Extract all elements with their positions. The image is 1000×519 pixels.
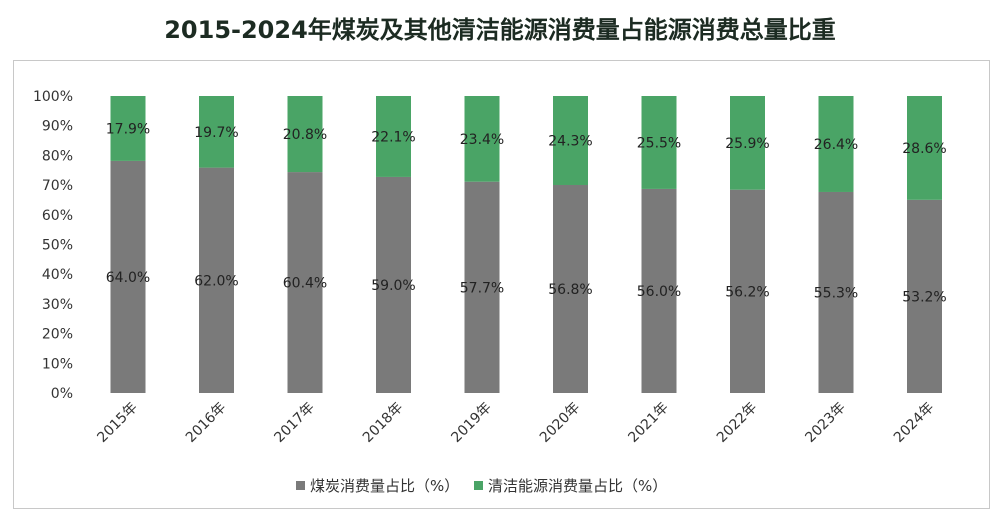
data-label-clean: 24.3%	[548, 133, 592, 149]
bar-clean	[287, 96, 323, 173]
bar-coal	[641, 188, 677, 393]
data-label-coal: 60.4%	[283, 276, 327, 292]
data-label-clean: 25.5%	[637, 135, 681, 151]
y-tick-label: 10%	[42, 356, 73, 372]
x-tick-label: 2024年	[891, 400, 937, 446]
x-tick-label: 2019年	[448, 400, 494, 446]
bar-coal	[818, 191, 854, 393]
y-tick-label: 40%	[42, 267, 73, 283]
data-label-coal: 56.0%	[637, 284, 681, 300]
bar-clean	[907, 96, 942, 200]
y-tick-label: 50%	[42, 238, 73, 254]
data-label-clean: 25.9%	[725, 136, 769, 152]
bar-coal	[110, 160, 146, 393]
data-label-coal: 56.2%	[725, 284, 769, 300]
bar-clean	[553, 96, 588, 185]
x-tick-label: 2021年	[625, 400, 671, 446]
data-label-coal: 62.0%	[194, 273, 238, 289]
x-tick-label: 2015年	[94, 400, 140, 446]
x-tick-label: 2017年	[271, 400, 317, 446]
data-label-coal: 57.7%	[460, 280, 504, 296]
data-label-coal: 55.3%	[814, 285, 858, 301]
y-tick-label: 80%	[42, 148, 73, 164]
bar-clean	[199, 96, 234, 168]
data-label-clean: 17.9%	[106, 121, 150, 137]
legend-swatch	[296, 481, 305, 490]
legend-label: 煤炭消费量占比（%）	[310, 477, 459, 495]
y-tick-label: 60%	[42, 208, 73, 224]
legend-swatch	[474, 481, 483, 490]
chart-title: 2015-2024年煤炭及其他清洁能源消费量占能源消费总量比重	[164, 16, 836, 44]
bar-coal	[287, 172, 323, 393]
bar-coal	[730, 189, 765, 393]
data-label-coal: 56.8%	[548, 282, 592, 298]
bar-coal	[553, 184, 588, 393]
bar-coal	[907, 199, 942, 393]
x-tick-label: 2016年	[183, 400, 229, 446]
bar-coal	[464, 181, 500, 393]
data-label-clean: 20.8%	[283, 127, 327, 143]
bar-clean	[464, 96, 500, 182]
y-tick-label: 30%	[42, 297, 73, 313]
y-tick-label: 100%	[33, 89, 73, 105]
legend-label: 清洁能源消费量占比（%）	[488, 477, 667, 495]
data-label-coal: 64.0%	[106, 270, 150, 286]
chart-frame	[13, 60, 990, 509]
data-label-clean: 22.1%	[371, 129, 415, 145]
data-label-clean: 28.6%	[902, 141, 946, 157]
y-tick-label: 90%	[42, 119, 73, 135]
x-tick-label: 2023年	[802, 400, 848, 446]
x-tick-label: 2018年	[360, 400, 406, 446]
x-tick-label: 2022年	[714, 400, 760, 446]
bar-clean	[641, 96, 677, 189]
bar-clean	[730, 96, 765, 190]
data-label-clean: 26.4%	[814, 137, 858, 153]
data-label-clean: 23.4%	[460, 132, 504, 148]
y-tick-label: 70%	[42, 178, 73, 194]
data-label-coal: 59.0%	[371, 278, 415, 294]
data-label-coal: 53.2%	[902, 289, 946, 305]
y-tick-label: 20%	[42, 327, 73, 343]
bar-coal	[376, 176, 411, 393]
x-tick-label: 2020年	[537, 400, 583, 446]
bar-clean	[818, 96, 854, 192]
bar-clean	[110, 96, 146, 161]
bar-coal	[199, 167, 234, 393]
y-tick-label: 0%	[51, 386, 73, 402]
bar-clean	[376, 96, 411, 177]
data-label-clean: 19.7%	[194, 125, 238, 141]
